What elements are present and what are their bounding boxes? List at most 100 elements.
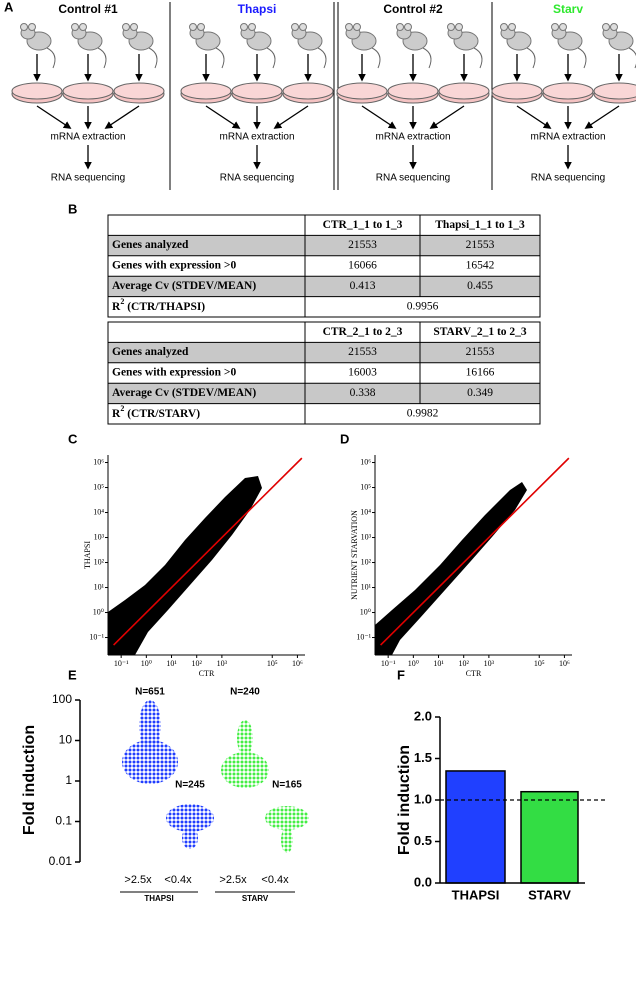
y-axis-label: THAPSI	[83, 541, 92, 569]
x-tick-label: <0.4x	[261, 874, 289, 886]
y-tick-label: 0.1	[55, 814, 72, 828]
mouse	[551, 23, 559, 31]
dish	[593, 82, 636, 100]
r2-base: R	[112, 407, 121, 419]
mouse	[447, 23, 455, 31]
row-label: Average Cv (STDEV/MEAN)	[112, 387, 256, 399]
mouse-tail	[628, 47, 636, 69]
row-shade	[108, 383, 540, 404]
x-tick-label: 10⁵	[534, 659, 545, 668]
mouse-tail	[215, 47, 225, 69]
row-shade	[108, 342, 540, 363]
arrow	[361, 105, 397, 129]
y-tick-label: 10²	[94, 557, 105, 566]
x-tick-label: 10⁶	[559, 659, 570, 668]
mouse	[353, 23, 361, 31]
row-label: Genes analyzed	[112, 346, 189, 358]
cell: 0.413	[350, 280, 376, 292]
panel-label: D	[340, 431, 349, 446]
x-tick-label: 10²	[192, 659, 203, 668]
step-label: RNA sequencing	[220, 173, 295, 184]
y-tick-label: 100	[52, 692, 72, 706]
mouse-tail	[317, 47, 327, 69]
mouse	[197, 23, 205, 31]
arrow	[516, 105, 552, 129]
mouse-tail	[46, 47, 56, 69]
y-axis-label: Fold induction	[396, 745, 413, 855]
column-header: CTR_1_1 to 1_3	[323, 219, 403, 231]
arrow	[104, 105, 140, 129]
dish	[180, 82, 232, 100]
row-label: R2 (CTR/THAPSI)	[112, 297, 205, 313]
row-label: Genes analyzed	[112, 239, 189, 251]
cell: 0.338	[350, 387, 376, 399]
bar	[445, 770, 506, 884]
mouse-tail	[266, 47, 276, 69]
row-shade	[108, 235, 540, 256]
table-border	[107, 321, 541, 425]
panel-label: C	[68, 431, 78, 446]
column-header: Thapsi_1_1 to 1_3	[435, 219, 525, 231]
row-label: R2 (CTR/STARV)	[112, 404, 200, 420]
mouse	[122, 23, 130, 31]
count-label: N=651	[135, 687, 165, 698]
x-tick-label: 10⁻¹	[114, 659, 129, 668]
step-label: mRNA extraction	[375, 132, 450, 143]
cell: 16166	[466, 367, 495, 379]
point-cloud	[108, 476, 262, 655]
x-tick-label: THAPSI	[452, 887, 500, 902]
step-label: RNA sequencing	[51, 173, 126, 184]
panel-label: A	[4, 0, 14, 14]
group-label: STARV	[242, 894, 269, 903]
step-label: mRNA extraction	[530, 132, 605, 143]
swarm	[166, 804, 214, 832]
y-tick-label: 1	[65, 773, 72, 787]
y-tick-label: 10⁻¹	[356, 632, 371, 641]
mouse-tail	[371, 47, 381, 69]
r2-sup: 2	[120, 404, 124, 413]
column-header: STARV_2_1 to 2_3	[433, 326, 527, 338]
arrow	[205, 105, 241, 129]
dish	[542, 82, 594, 100]
mouse	[404, 23, 412, 31]
x-tick-label: 10⁵	[267, 659, 278, 668]
y-tick-label: 10⁴	[93, 507, 104, 516]
mouse	[79, 23, 87, 31]
swarm	[182, 827, 198, 849]
dish	[113, 82, 165, 100]
mouse-tail	[148, 47, 158, 69]
y-tick-label: 10¹	[94, 582, 105, 591]
x-tick-label: STARV	[528, 887, 571, 902]
cell: 21553	[348, 239, 377, 251]
step-label: mRNA extraction	[219, 132, 294, 143]
count-label: N=240	[230, 687, 260, 698]
mouse	[559, 23, 567, 31]
mouse	[602, 23, 610, 31]
dish	[11, 82, 63, 100]
swarm	[281, 827, 293, 853]
x-tick-label: 10³	[484, 659, 495, 668]
y-tick-label: 10⁵	[360, 482, 371, 491]
dish	[62, 82, 114, 100]
y-tick-label: 0.0	[414, 874, 432, 889]
group-label: THAPSI	[144, 894, 173, 903]
cell: 16066	[348, 260, 377, 272]
y-tick-label: 10¹	[361, 582, 372, 591]
mouse-tail	[473, 47, 483, 69]
step-label: RNA sequencing	[531, 173, 606, 184]
r2-rest: (CTR/STARV)	[124, 407, 200, 419]
y-tick-label: 10²	[361, 557, 372, 566]
x-axis-label: CTR	[199, 669, 215, 678]
cell: 0.349	[467, 387, 493, 399]
mouse	[20, 23, 28, 31]
x-tick-label: 10³	[217, 659, 228, 668]
cell: 21553	[466, 239, 495, 251]
mouse	[189, 23, 197, 31]
mouse	[508, 23, 516, 31]
arrow	[36, 105, 72, 129]
mouse	[291, 23, 299, 31]
y-tick-label: 10⁻¹	[89, 632, 104, 641]
y-tick-label: 10⁵	[93, 482, 104, 491]
dish	[282, 82, 334, 100]
mouse	[130, 23, 138, 31]
